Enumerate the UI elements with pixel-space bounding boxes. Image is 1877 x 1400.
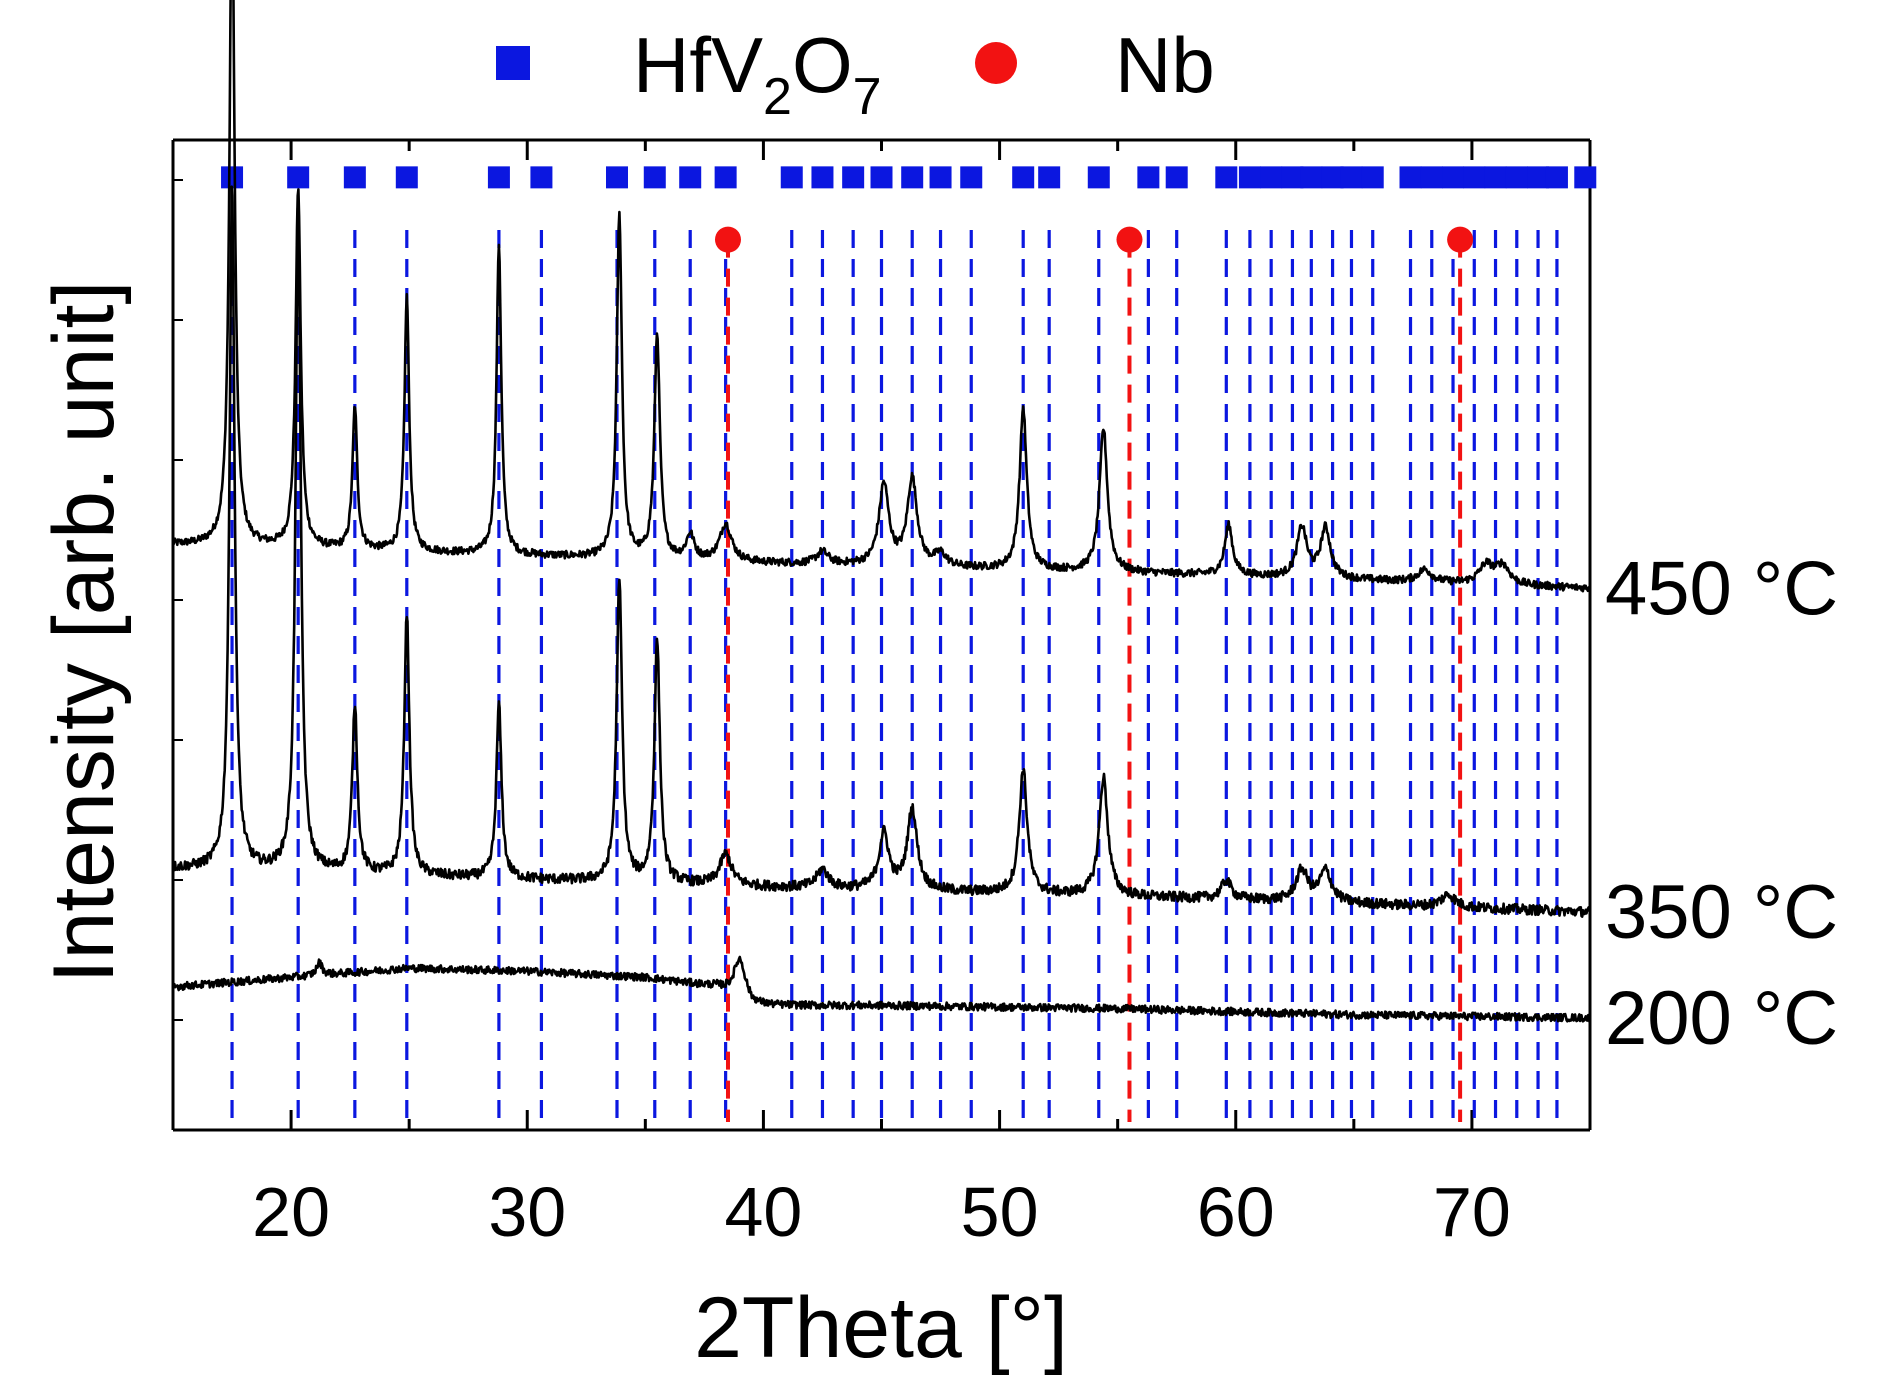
nb-marker: [1447, 226, 1474, 253]
hfv2o7-marker: [395, 166, 418, 189]
series-label: 450 °C: [1605, 546, 1838, 631]
x-tick-label: 30: [488, 1173, 566, 1251]
x-axis-ticks: 20 30 40 50 60 70: [171, 140, 1592, 1251]
hfv2o7-marker: [1361, 166, 1384, 189]
x-tick-label: 40: [724, 1173, 802, 1251]
hfv2o7-marker: [929, 166, 952, 189]
hfv2o7-marker: [901, 166, 924, 189]
hfv2o7-marker: [1399, 166, 1422, 189]
hfv2o7-marker: [1012, 166, 1035, 189]
hfv2o7-marker: [287, 166, 310, 189]
hfv2o7-marker: [1574, 166, 1597, 189]
series-label: 350 °C: [1605, 870, 1838, 955]
hfv2o7-marker: [1340, 166, 1363, 189]
hfv2o7-marker: [1281, 166, 1304, 189]
hfv2o7-marker: [1505, 166, 1528, 189]
x-tick-label: 50: [961, 1173, 1039, 1251]
hfv2o7-marker: [643, 166, 666, 189]
hfv2o7-marker: [1321, 166, 1344, 189]
hfv2o7-marker: [530, 166, 553, 189]
legend-nb-label: Nb: [1115, 21, 1215, 109]
legend-hfv2o7-sub1: 2: [763, 68, 792, 126]
hfv2o7-marker: [1087, 166, 1110, 189]
hfv2o7-marker: [343, 166, 366, 189]
hfv2o7-marker: [811, 166, 834, 189]
hfv2o7-marker: [1215, 166, 1238, 189]
hfv2o7-marker: [1463, 166, 1486, 189]
reference-lines: [230, 230, 1559, 1122]
nb-marker: [714, 226, 741, 253]
xrd-trace: [171, 955, 1592, 1023]
legend-nb-marker: [975, 42, 1017, 84]
x-tick-label: 60: [1197, 1173, 1275, 1251]
x-axis-title: 2Theta [°]: [694, 1280, 1068, 1376]
hfv2o7-marker: [1484, 166, 1507, 189]
hfv2o7-marker: [1165, 166, 1188, 189]
hfv2o7-marker: [1527, 166, 1550, 189]
hfv2o7-marker: [1238, 166, 1261, 189]
legend-hfv2o7-mid: O: [792, 21, 853, 109]
hfv2o7-marker: [714, 166, 737, 189]
series-labels: 450 °C 350 °C 200 °C: [1605, 546, 1838, 1061]
nb-marker: [1116, 226, 1143, 253]
legend-hfv2o7-label: HfV2O7: [633, 21, 882, 126]
x-tick-label: 20: [252, 1173, 330, 1251]
hfv2o7-marker: [1260, 166, 1283, 189]
hfv2o7-marker: [842, 166, 865, 189]
x-tick-label: 70: [1433, 1173, 1511, 1251]
hfv2o7-marker: [605, 166, 628, 189]
hfv2o7-marker: [1442, 166, 1465, 189]
hfv2o7-marker: [1038, 166, 1061, 189]
y-axis-title: Intensity [arb. unit]: [36, 281, 132, 984]
hfv2o7-marker: [487, 166, 510, 189]
xrd-trace: [171, 0, 1592, 593]
legend-hfv2o7-sub2: 7: [853, 68, 882, 126]
series-label: 200 °C: [1605, 976, 1838, 1061]
legend: HfV2O7 Nb: [496, 21, 1215, 126]
hfv2o7-marker: [221, 166, 244, 189]
hfv2o7-marker: [1545, 166, 1568, 189]
hfv2o7-marker: [679, 166, 702, 189]
hfv2o7-marker: [1300, 166, 1323, 189]
hfv2o7-marker: [960, 166, 983, 189]
hfv2o7-marker: [780, 166, 803, 189]
xrd-trace: [172, 185, 1592, 918]
hfv2o7-marker: [1420, 166, 1443, 189]
reference-markers: [221, 166, 1597, 253]
legend-hfv2o7-base: HfV: [633, 21, 763, 109]
data-traces: [171, 0, 1592, 1023]
hfv2o7-marker: [870, 166, 893, 189]
hfv2o7-marker: [1137, 166, 1160, 189]
legend-hfv2o7-marker: [496, 46, 530, 80]
